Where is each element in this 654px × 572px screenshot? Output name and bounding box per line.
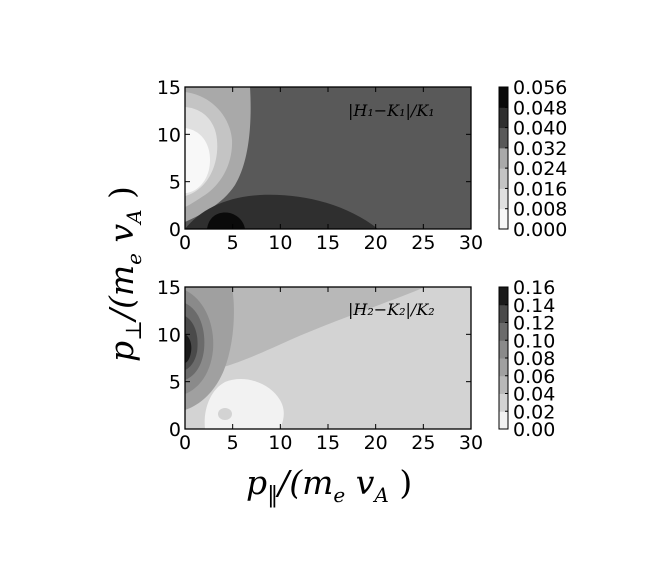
bottom-ytick-label: 5	[169, 372, 181, 394]
bottom-annotation: |H₂−K₂|/K₂	[348, 300, 435, 319]
bottom-ytick-label: 15	[157, 277, 181, 299]
bottom-colorbar-segment	[499, 375, 508, 394]
top-colorbar-segment	[499, 127, 508, 149]
top-ytick-label: 0	[169, 219, 181, 241]
top-region-level-0.000	[185, 128, 210, 193]
bottom-contour-field	[185, 287, 471, 429]
bottom-colorbar-label: 0.06	[513, 366, 555, 388]
top-colorbar-label: 0.016	[513, 178, 567, 200]
bottom-colorbar-label: 0.08	[513, 348, 555, 370]
top-xtick-label: 0	[179, 232, 191, 254]
top-colorbar-label: 0.024	[513, 158, 567, 180]
bottom-xtick-label: 15	[316, 432, 340, 454]
top-xtick-label: 15	[316, 232, 340, 254]
x-axis-label: p‖/(me vA )	[246, 463, 412, 508]
top-colorbar-frame	[498, 86, 509, 230]
top-colorbar-label: 0.000	[513, 219, 567, 241]
bottom-spot-level-0.02	[218, 408, 232, 420]
bottom-region-level-0.04	[185, 287, 425, 375]
bottom-colorbar-segment	[499, 322, 508, 341]
top-colorbar-segment	[499, 188, 508, 210]
top-colorbar-segment	[499, 208, 508, 230]
top-xtick-label: 10	[268, 232, 292, 254]
bottom-colorbar-segment	[499, 287, 508, 306]
top-colorbar-segment	[499, 168, 508, 189]
bottom-colorbar-segment	[499, 340, 508, 359]
bottom-colorbar-label: 0.16	[513, 277, 555, 299]
bottom-ytick-label: 0	[169, 419, 181, 441]
top-colorbar-segment	[499, 107, 508, 129]
top-ytick-label: 5	[169, 172, 181, 194]
bottom-colorbar-segment	[499, 393, 508, 412]
top-colorbar-segment	[499, 147, 508, 169]
bottom-xtick-label: 10	[268, 432, 292, 454]
top-colorbar-label: 0.048	[513, 97, 567, 119]
bottom-colorbar: 0.000.020.040.060.080.100.120.140.16	[498, 277, 555, 441]
top-colorbar-segment	[499, 87, 508, 108]
bottom-colorbar-label: 0.14	[513, 295, 555, 317]
top-colorbar-label: 0.040	[513, 118, 567, 140]
top-colorbar-label: 0.008	[513, 199, 567, 221]
top-xtick-label: 5	[227, 232, 239, 254]
top-region-level-0.056	[207, 212, 245, 229]
top-ytick-label: 10	[157, 124, 181, 146]
top-xtick-label: 30	[459, 232, 483, 254]
bottom-colorbar-label: 0.12	[513, 313, 555, 335]
bottom-colorbar-label: 0.10	[513, 330, 555, 352]
top-colorbar-label: 0.032	[513, 138, 567, 160]
top-ytick-label: 15	[157, 77, 181, 99]
top-colorbar-label: 0.056	[513, 77, 567, 99]
bottom-colorbar-segment	[499, 304, 508, 323]
bottom-panel: 0 5 10 15 20 25 30 0 5 10 15 |H₂−K₂|/K₂	[157, 277, 483, 454]
bottom-ticks: 0 5 10 15 20 25 30 0 5 10 15	[157, 277, 483, 454]
bottom-xtick-label: 20	[364, 432, 388, 454]
top-annotation: |H₁−K₁|/K₁	[348, 101, 435, 120]
top-xtick-label: 25	[411, 232, 435, 254]
bottom-xtick-label: 5	[227, 432, 239, 454]
bottom-colorbar-label: 0.00	[513, 419, 555, 441]
bottom-colorbar-label: 0.04	[513, 384, 555, 406]
bottom-colorbar-segment	[499, 358, 508, 377]
bottom-region-level-0.14	[185, 334, 192, 363]
bottom-xtick-label: 30	[459, 432, 483, 454]
top-panel: 0 5 10 15 20 25 30 0 5 10 15 |H₁−K₁|/K₁	[157, 77, 483, 254]
y-axis-label: p⊥/(me vA )	[102, 186, 147, 362]
bottom-colorbar-segment	[499, 411, 508, 430]
bottom-colorbar-label: 0.02	[513, 401, 555, 423]
bottom-xtick-label: 25	[411, 432, 435, 454]
top-ticks: 0 5 10 15 20 25 30 0 5 10 15	[157, 77, 483, 254]
bottom-ytick-label: 10	[157, 324, 181, 346]
bottom-xtick-label: 0	[179, 432, 191, 454]
top-xtick-label: 20	[364, 232, 388, 254]
top-contour-field	[185, 87, 471, 229]
